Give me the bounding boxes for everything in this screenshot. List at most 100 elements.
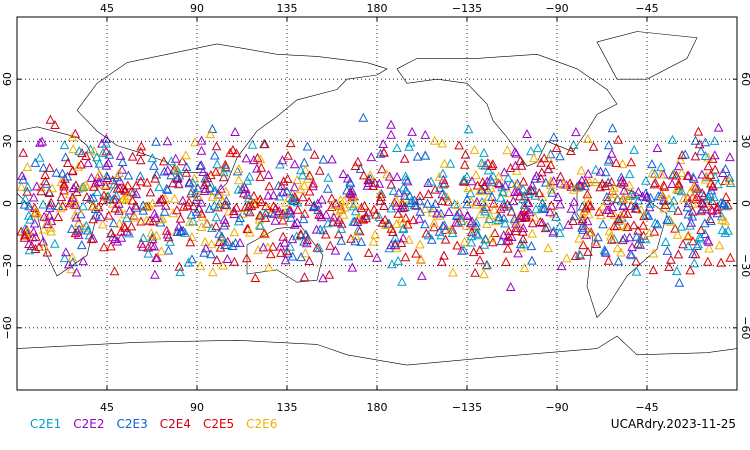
occultation-point (417, 270, 427, 280)
occultation-point (414, 196, 425, 206)
occultation-point (506, 206, 517, 216)
occultation-point (237, 208, 248, 218)
occultation-point (423, 189, 434, 199)
occultation-point (256, 196, 267, 206)
occultation-point (447, 227, 458, 237)
occultation-point (574, 179, 585, 189)
occultation-point (175, 226, 186, 236)
occultation-point (527, 218, 538, 228)
occultation-point (555, 171, 566, 181)
right-lat-tick-label: 30 (739, 134, 750, 148)
occultation-point (67, 132, 78, 142)
occultation-point (647, 168, 658, 178)
occultation-point (617, 219, 628, 229)
occultation-point (472, 196, 482, 206)
occultation-point (633, 186, 644, 196)
occultation-point (258, 242, 269, 252)
occultation-point (612, 243, 623, 253)
occultation-point (335, 194, 346, 204)
occultation-point (702, 256, 713, 266)
occultation-point (103, 158, 114, 168)
occultation-point (378, 138, 389, 148)
occultation-point (270, 203, 281, 213)
occultation-point (677, 150, 687, 160)
occultation-point (613, 213, 624, 223)
occultation-point (131, 202, 141, 212)
occultation-point (296, 252, 306, 262)
occultation-point (42, 247, 53, 257)
occultation-point (51, 167, 62, 177)
occultation-point (169, 193, 180, 203)
occultation-point (200, 173, 211, 183)
occultation-point (123, 170, 134, 180)
occultation-point (136, 141, 147, 151)
occultation-point (407, 126, 417, 136)
bottom-lon-tick-label: 45 (100, 401, 114, 414)
occultation-point (163, 245, 174, 255)
occultation-point (77, 148, 87, 158)
occultation-point (308, 181, 318, 191)
occultation-point (540, 223, 551, 233)
occultation-point (546, 184, 557, 194)
occultation-point (322, 183, 333, 193)
occultation-point (718, 198, 729, 208)
occultation-point (660, 195, 670, 205)
occultation-point (243, 193, 254, 203)
occultation-point (513, 219, 523, 229)
occultation-point (574, 233, 584, 243)
occultation-point (150, 269, 160, 279)
occultation-point (469, 144, 480, 154)
occultation-point (205, 182, 215, 192)
legend-item-c2e5: C2E5 (202, 417, 235, 431)
occultation-point (101, 133, 112, 143)
occultation-point (187, 254, 197, 264)
occultation-point (66, 223, 77, 233)
occultation-point (114, 218, 125, 228)
occultation-point (583, 209, 594, 219)
occultation-point (34, 152, 45, 162)
occultation-point (452, 240, 463, 250)
occultation-point (645, 198, 656, 208)
occultation-point (437, 196, 447, 206)
occultation-point (386, 240, 396, 250)
occultation-point (219, 214, 230, 224)
occultation-point (18, 147, 29, 157)
occultation-point (631, 231, 642, 241)
occultation-point (67, 252, 78, 262)
occultation-point (703, 152, 713, 162)
occultation-point (423, 230, 434, 240)
occultation-point (399, 153, 410, 163)
occultation-point (300, 248, 311, 258)
occultation-point (219, 240, 230, 250)
occultation-point (101, 160, 112, 170)
occultation-point (493, 171, 504, 181)
occultation-point (683, 209, 694, 219)
occultation-point (504, 226, 514, 236)
occultation-point (166, 170, 176, 180)
occultation-point (350, 236, 361, 246)
occultation-point (526, 241, 537, 251)
occultation-point (693, 126, 704, 136)
occultation-point (126, 186, 137, 196)
occultation-point (126, 221, 137, 231)
occultation-point (196, 197, 207, 207)
occultation-point (630, 200, 641, 210)
occultation-point (526, 185, 537, 195)
occultation-point (16, 226, 27, 236)
occultation-point (511, 165, 522, 175)
occultation-point (603, 156, 614, 166)
occultation-point (477, 196, 487, 206)
occultation-point (130, 200, 141, 210)
occultation-point (233, 175, 244, 185)
occultation-point (92, 187, 103, 197)
occultation-point (555, 151, 565, 161)
occultation-point (124, 228, 135, 238)
occultation-point (333, 229, 344, 239)
occultation-point (398, 182, 409, 192)
occultation-point (246, 201, 257, 211)
occultation-point (216, 183, 226, 193)
occultation-point (374, 178, 385, 188)
occultation-point (680, 149, 691, 159)
occultation-point (535, 216, 546, 226)
occultation-point (633, 225, 643, 235)
